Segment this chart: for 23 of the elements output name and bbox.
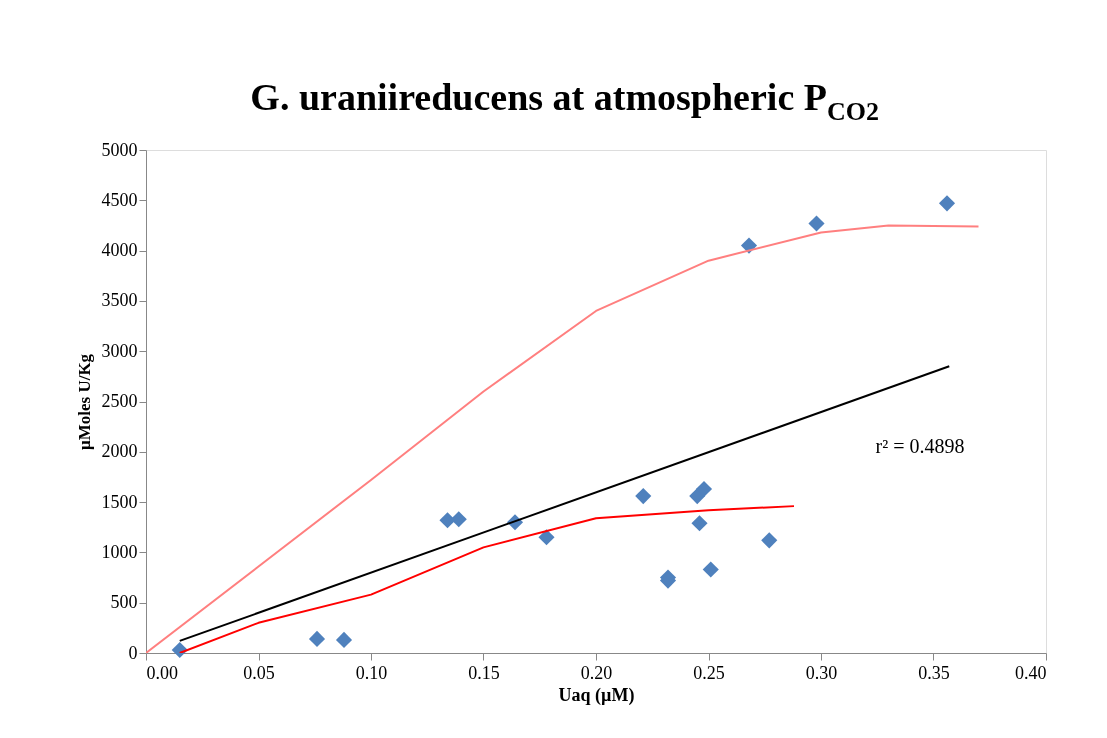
y-axis-title: µMoles U/Kg xyxy=(74,353,94,451)
y-tick-label: 0 xyxy=(128,642,138,663)
x-tick-label: 0.30 xyxy=(805,662,838,683)
y-tick-label: 4500 xyxy=(101,189,138,210)
x-tick-label: 0.35 xyxy=(918,662,950,683)
annotation: r² = 0.4898 xyxy=(875,434,965,457)
y-tick-label: 5000 xyxy=(101,139,138,160)
x-tick-label: 0.20 xyxy=(580,662,613,683)
x-tick-label: 0.40 xyxy=(1015,662,1047,683)
y-tick-label: 3000 xyxy=(101,340,138,361)
x-tick-label: 0.25 xyxy=(693,662,725,683)
y-tick-label: 500 xyxy=(110,592,138,613)
y-tick-label: 4000 xyxy=(101,240,138,261)
y-tick-label: 2000 xyxy=(101,441,138,462)
y-tick-label: 3500 xyxy=(101,290,138,311)
y-tick-label: 1000 xyxy=(101,541,138,562)
x-axis-title: Uaq (µM) xyxy=(558,684,635,706)
y-tick-label: 1500 xyxy=(101,491,138,512)
x-tick-label: 0.10 xyxy=(355,662,388,683)
y-tick-label: 2500 xyxy=(101,391,138,411)
x-tick-label: 0.05 xyxy=(243,662,275,683)
x-tick-label: 0.00 xyxy=(146,662,178,683)
x-tick-label: 0.15 xyxy=(468,662,500,683)
